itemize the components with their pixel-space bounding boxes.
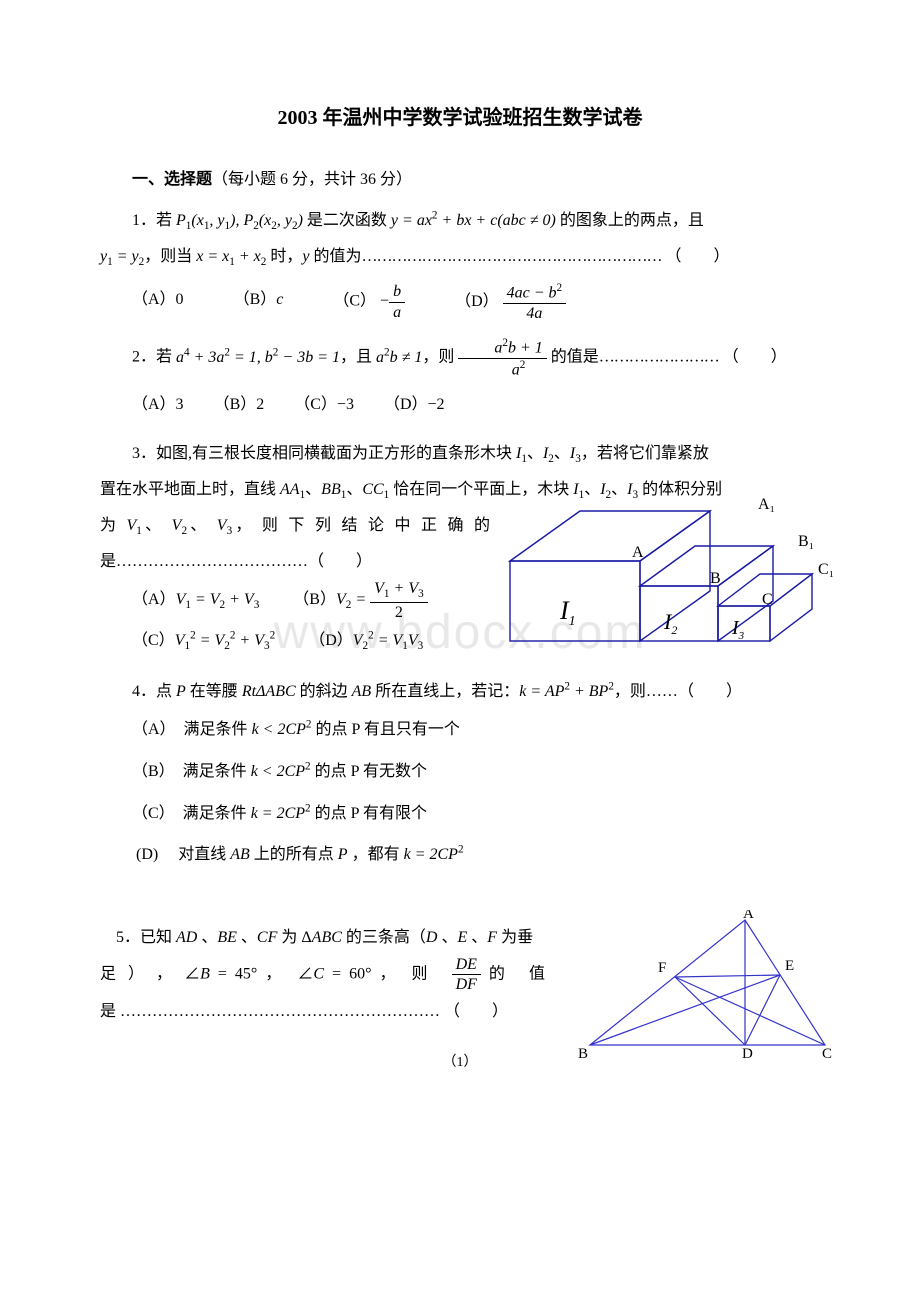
svg-text:C: C bbox=[762, 591, 773, 608]
svg-text:F: F bbox=[658, 960, 666, 976]
q2-mid2: ，则 bbox=[422, 349, 454, 366]
q1-optD: （D） 4ac − b24a bbox=[455, 282, 566, 323]
q2-paren: （ ） bbox=[723, 349, 787, 366]
q2-prefix: 2．若 bbox=[132, 349, 172, 366]
q1-eq1: y = ax2 + bx + c(abc ≠ 0) bbox=[391, 212, 556, 229]
question-1: 1．若 P1(x1, y1), P2(x2, y2) 是二次函数 y = ax2… bbox=[100, 203, 820, 323]
q2-dots: …………………… bbox=[599, 349, 719, 366]
q3-optD: （D）V22 = V1V3 bbox=[309, 622, 423, 660]
q2-frac: a2b + 1a2 bbox=[458, 337, 546, 379]
q1-line2mid: ，则当 bbox=[144, 248, 192, 265]
svg-text:I2: I2 bbox=[663, 609, 677, 637]
section-1-heading: 一、选择题（每小题 6 分，共计 36 分） bbox=[100, 166, 820, 195]
svg-text:I3: I3 bbox=[731, 617, 745, 642]
svg-text:C: C bbox=[822, 1046, 832, 1060]
svg-text:B: B bbox=[710, 570, 721, 587]
q1-optC: （C） −ba bbox=[333, 282, 405, 323]
q2-optA: （A）3 bbox=[132, 387, 184, 422]
q2-eq1: a4 + 3a2 = 1, b2 − 3b = 1 bbox=[176, 349, 340, 366]
q2-mid1: ，且 bbox=[340, 349, 372, 366]
q2-mid3: 的值是 bbox=[551, 349, 599, 366]
q5-line2: 足 ） ， ∠B = 45° ， ∠C = 60° ， 则 DEDF 的 值 bbox=[100, 955, 545, 994]
q1-paren: （ ） bbox=[665, 248, 729, 265]
section-1-label: 一、选择题 bbox=[132, 171, 212, 188]
q3-optB: （B）V2 = V1 + V32 bbox=[293, 579, 427, 622]
q2-optB: （B）2 bbox=[214, 387, 265, 422]
section-1-sub: （每小题 6 分，共计 36 分） bbox=[212, 171, 412, 188]
question-2: 2．若 a4 + 3a2 = 1, b2 − 3b = 1，且 a2b ≠ 1，… bbox=[100, 337, 820, 422]
svg-text:A₁: A₁ bbox=[758, 496, 775, 513]
q4-optA: （A） 满足条件 k < 2CP2 的点 P 有且只有一个 bbox=[132, 709, 820, 751]
svg-text:D: D bbox=[742, 1046, 753, 1060]
q4-optD: (D) 对直线 AB 上的所有点 P ，都有 k = 2CP2 bbox=[132, 834, 820, 876]
q5-line3: 是 …………………………………………………… （ ） bbox=[100, 994, 545, 1029]
q2-optC: （C）−3 bbox=[294, 387, 354, 422]
svg-text:C₁: C₁ bbox=[818, 561, 834, 578]
q1-optA: （A）0 bbox=[132, 282, 184, 323]
q2-optD: （D）−2 bbox=[384, 387, 445, 422]
svg-text:E: E bbox=[785, 958, 794, 974]
q2-eq2: a2b ≠ 1 bbox=[376, 349, 422, 366]
q3-line1: 3．如图,有三根长度相同横截面为正方形的直条形木块 I1、I2、I3，若将它们靠… bbox=[100, 436, 820, 472]
exam-title: 2003 年温州中学数学试验班招生数学试卷 bbox=[100, 100, 820, 136]
svg-text:I1: I1 bbox=[559, 596, 576, 629]
q1-mid2: 的图象上的两点，且 bbox=[560, 212, 704, 229]
question-3: 3．如图,有三根长度相同横截面为正方形的直条形木块 I1、I2、I3，若将它们靠… bbox=[100, 436, 820, 660]
q4-optB: （B） 满足条件 k < 2CP2 的点 P 有无数个 bbox=[132, 751, 820, 793]
q5-figure: A B C D E F bbox=[570, 910, 850, 1073]
q4-optC: （C） 满足条件 k = 2CP2 的点 P 有有限个 bbox=[132, 793, 820, 835]
svg-text:B₁: B₁ bbox=[798, 533, 814, 550]
q1-xeq: x = x1 + x2 bbox=[196, 248, 266, 265]
q1-dots: …………………………………………………… bbox=[361, 248, 661, 265]
q5-line1: 5．已知 AD 、BE 、CF 为 ΔABC 的三条高（D 、E 、F 为垂 bbox=[100, 920, 545, 955]
q2-options: （A）3 （B）2 （C）−3 （D）−2 bbox=[132, 387, 820, 422]
question-4: 4．点 P 在等腰 RtΔABC 的斜边 AB 所在直线上，若记：k = AP2… bbox=[100, 674, 820, 876]
q1-y1y2: y1 = y2 bbox=[100, 248, 144, 265]
q1-options: （A）0 （B）c （C） −ba （D） 4ac − b24a bbox=[132, 282, 820, 323]
q4-stem: 4．点 P 在等腰 RtΔABC 的斜边 AB 所在直线上，若记：k = AP2… bbox=[100, 674, 820, 709]
q3-figure: A A₁ B B₁ C C₁ I1 I2 I3 bbox=[500, 491, 840, 674]
q3-optA: （A）V1 = V2 + V3 bbox=[132, 581, 259, 619]
q3-optC: （C）V12 = V22 + V32 bbox=[132, 622, 275, 660]
svg-text:B: B bbox=[578, 1046, 588, 1060]
svg-text:A: A bbox=[632, 544, 644, 561]
q1-mid1: 是二次函数 bbox=[307, 212, 387, 229]
svg-text:A: A bbox=[743, 910, 754, 922]
q1-prefix: 1．若 bbox=[132, 212, 172, 229]
q1-optB: （B）c bbox=[234, 282, 284, 323]
q3-line3a: 为 V1、 V2、 V3， 则 下 列 结 论 中 正 确 的 bbox=[100, 508, 490, 544]
q3-line3b: 是………………………………（ ） bbox=[100, 544, 490, 579]
q1-line2post: 时，y 的值为 bbox=[266, 248, 361, 265]
question-5: 5．已知 AD 、BE 、CF 为 ΔABC 的三条高（D 、E 、F 为垂 足… bbox=[100, 920, 820, 1030]
q1-points: P1(x1, y1), P2(x2, y2) bbox=[176, 212, 303, 229]
